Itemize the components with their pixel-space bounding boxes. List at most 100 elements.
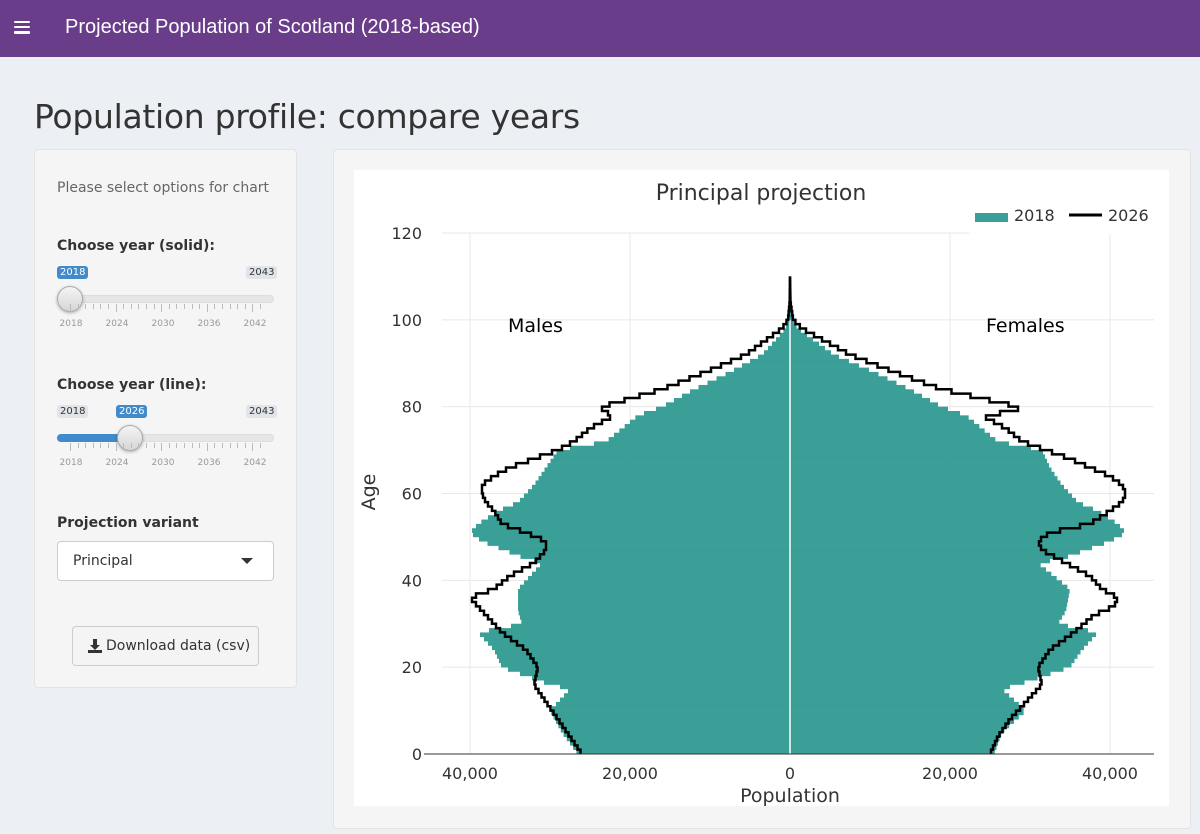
variant-label: Projection variant [57, 515, 199, 531]
bar-male-age [772, 341, 790, 347]
y-axis-label: Age [358, 474, 380, 511]
y-tick-label: 40 [402, 571, 422, 590]
bar-female-age [790, 515, 1108, 520]
bar-male-age [674, 397, 790, 403]
bar-female-age [790, 562, 1041, 568]
bar-male-age [520, 554, 790, 559]
bar-male-age [556, 701, 790, 707]
bar-male-age [540, 562, 790, 568]
slider-tick-mark [184, 443, 185, 448]
bar-male-age [534, 558, 790, 564]
hamburger-menu-icon[interactable] [14, 18, 34, 38]
bar-female-age [790, 376, 888, 381]
bar-female-age [790, 358, 849, 364]
top-navbar: Projected Population of Scotland (2018-b… [0, 0, 1200, 57]
bar-male-age [518, 606, 790, 612]
bar-female-age [790, 471, 1055, 477]
slider-tick-mark [138, 304, 140, 309]
y-tick-label: 80 [402, 398, 422, 417]
bar-male-age [560, 727, 790, 733]
population-pyramid-chart[interactable]: 40,000 20,000 0 20,000 40,000 0 20 40 60 80 100 120… [354, 170, 1169, 807]
slider-tick-mark [191, 304, 193, 309]
bar-female-age [790, 584, 1068, 590]
bar-male-age [472, 528, 790, 533]
projection-variant-select[interactable]: Principal [57, 541, 274, 581]
bar-male-age [544, 680, 790, 685]
tick-label: 2018 [59, 319, 83, 329]
bar-female-age [790, 575, 1057, 581]
females-annotation: Females [986, 315, 1065, 337]
bar-male-age [779, 332, 790, 338]
bar-female-age [790, 645, 1084, 651]
bar-female-age [790, 602, 1068, 607]
bar-male-age [520, 584, 790, 590]
solid-year-slider[interactable]: 2018 2043 2018 2024 2030 2036 2042 [57, 251, 278, 329]
bar-male-age [498, 545, 790, 551]
bar-male-age [520, 671, 790, 677]
bar-female-age [790, 593, 1069, 598]
download-icon [88, 639, 102, 653]
bar-male-age [511, 623, 790, 629]
bar-male-age [568, 688, 790, 694]
bar-male-age [538, 476, 790, 481]
y-tick-label: 0 [412, 745, 422, 764]
select-value: Principal [73, 553, 133, 569]
bar-female-age [790, 736, 1000, 742]
bar-female-age [790, 497, 1076, 503]
slider-tick-mark [199, 304, 201, 309]
bar-male-age [776, 337, 790, 342]
bar-male-age [786, 324, 790, 329]
tick-label: 2036 [197, 458, 221, 468]
solid-year-label: Choose year (solid): [57, 238, 215, 254]
slider-ticks [70, 443, 261, 451]
bar-female-age [790, 680, 1025, 685]
bar-female-age [790, 450, 1043, 455]
slider-tick-mark [146, 443, 147, 448]
page-title: Population profile: compare years [34, 97, 580, 136]
bar-male-age [594, 441, 790, 447]
lines-2026 [470, 276, 1127, 754]
slider-tick-mark [85, 443, 87, 448]
bar-male-age [550, 458, 790, 464]
bar-male-age [476, 523, 790, 529]
bar-male-age [560, 697, 790, 703]
y-tick-label: 100 [391, 311, 422, 330]
app-title: Projected Population of Scotland (2018-b… [65, 16, 480, 38]
slider-tick-mark [206, 304, 208, 312]
bar-female-age [790, 458, 1047, 464]
slider-tick-mark [206, 443, 208, 451]
bar-male-age [532, 571, 790, 577]
slider-track[interactable] [57, 295, 274, 303]
bar-female-age [790, 580, 1062, 585]
bar-male-age [551, 710, 790, 716]
slider-value-badge: 2018 [57, 266, 89, 279]
line-year-label: Choose year (line): [57, 377, 207, 393]
bar-male-age [541, 471, 790, 477]
bar-female-age [790, 567, 1046, 572]
bar-female-age [790, 324, 797, 329]
bar-male-age [644, 411, 790, 416]
y-tick-label: 20 [402, 658, 422, 677]
bar-male-age [481, 519, 790, 525]
bar-female-age [790, 597, 1068, 603]
line-year-slider[interactable]: 2018 2026 2043 2018 2024 2030 2036 2042 [57, 390, 278, 468]
x-tick-label: 40,000 [442, 764, 498, 783]
bar-male-age [656, 406, 790, 412]
bar-female-age [790, 636, 1092, 642]
bar-male-age [552, 706, 790, 711]
bar-female-age [790, 732, 1002, 737]
bar-female-age [790, 345, 825, 351]
slider-tick-mark [153, 443, 155, 448]
bar-female-age [790, 337, 813, 342]
legend[interactable]: 2018 2026 [969, 206, 1169, 234]
bar-male-age [619, 428, 790, 434]
bar-female-age [790, 654, 1078, 659]
bar-female-age [790, 384, 906, 390]
download-csv-button[interactable]: Download data (csv) [72, 626, 259, 666]
bar-female-age [790, 463, 1049, 468]
slider-tick-mark [130, 443, 132, 448]
slider-tick-mark [176, 443, 178, 448]
slider-tick-mark [260, 304, 261, 309]
bar-female-age [790, 441, 1009, 447]
slider-max-badge: 2043 [246, 405, 278, 418]
